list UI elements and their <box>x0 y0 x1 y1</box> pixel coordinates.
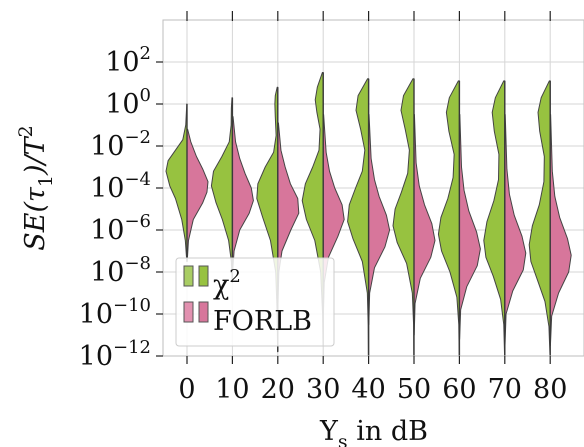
x-tick-label: 20 <box>261 374 295 405</box>
y-axis-label-suffix: )/T <box>20 135 51 176</box>
y-axis-label-main: SE(τ <box>20 186 51 251</box>
x-axis-label-symbol: Υ <box>319 416 339 447</box>
violin-left-70 <box>483 80 506 357</box>
x-axis-label-subscript: s <box>338 431 348 447</box>
x-axis-label: Υs in dB <box>319 416 428 447</box>
y-tick-label-base: 10 <box>79 341 113 372</box>
y-tick-label-base: 10 <box>79 299 113 330</box>
y-tick-label-exponent: 0 <box>140 85 151 106</box>
legend-label: χ2 <box>213 266 241 301</box>
legend-swatch-left <box>183 265 194 287</box>
y-tick-label-exponent: −6 <box>124 211 151 232</box>
y-tick-label: 10−6 <box>90 211 151 246</box>
x-tick-label: 10 <box>215 374 249 405</box>
y-tick-label-exponent: −4 <box>124 169 151 190</box>
violin-left-10 <box>210 97 233 283</box>
x-tick-label: 70 <box>488 374 522 405</box>
x-tick-label: 50 <box>397 374 431 405</box>
y-tick-label-exponent: 2 <box>140 43 151 64</box>
legend-swatch-right <box>198 301 209 323</box>
legend-swatch-left <box>183 301 194 323</box>
y-tick-label-base: 10 <box>90 215 124 246</box>
legend: χ2 FORLB <box>175 257 335 347</box>
y-tick-label: 10−2 <box>90 127 151 162</box>
x-tick-label: 60 <box>442 374 476 405</box>
x-tick-label: 30 <box>306 374 340 405</box>
violin-right-0 <box>186 128 209 262</box>
violins <box>165 72 572 357</box>
legend-label: FORLB <box>213 306 312 337</box>
y-tick-label-base: 10 <box>105 89 139 120</box>
y-tick-label: 100 <box>105 85 151 120</box>
y-tick-label-base: 10 <box>105 47 139 78</box>
violin-left-50 <box>392 78 415 357</box>
x-tick-label: 0 <box>178 374 195 405</box>
y-tick-label: 10−4 <box>90 169 151 204</box>
x-tick-label: 40 <box>351 374 385 405</box>
legend-box <box>175 257 335 347</box>
y-tick-label-base: 10 <box>90 173 124 204</box>
x-axis-label-suffix: in dB <box>348 416 428 447</box>
y-axis-label-subscript: 1 <box>35 175 57 187</box>
y-tick-label-base: 10 <box>90 257 124 288</box>
y-tick-label-exponent: −10 <box>113 295 151 316</box>
violin-right-50 <box>413 114 436 336</box>
violin-left-80 <box>528 80 551 357</box>
y-axis-label: SE(τ1)/T2 <box>15 125 57 251</box>
y-tick-label-exponent: −2 <box>124 127 151 148</box>
y-tick-label-exponent: −8 <box>124 253 151 274</box>
x-tick-label: 80 <box>533 374 567 405</box>
violin-left-0 <box>165 103 188 262</box>
violin-right-60 <box>458 114 481 340</box>
y-tick-label: 102 <box>105 43 151 78</box>
y-axis-label-superscript: 2 <box>15 125 37 137</box>
legend-swatch-right <box>198 265 209 287</box>
y-tick-label: 10−8 <box>90 253 151 288</box>
y-tick-label-exponent: −12 <box>113 337 151 358</box>
violin-right-10 <box>231 116 254 273</box>
violin-left-60 <box>437 80 460 357</box>
y-tick-label-base: 10 <box>90 131 124 162</box>
y-tick-label: 10−10 <box>79 295 151 330</box>
violin-left-40 <box>347 78 370 357</box>
y-tick-label: 10−12 <box>79 337 151 372</box>
